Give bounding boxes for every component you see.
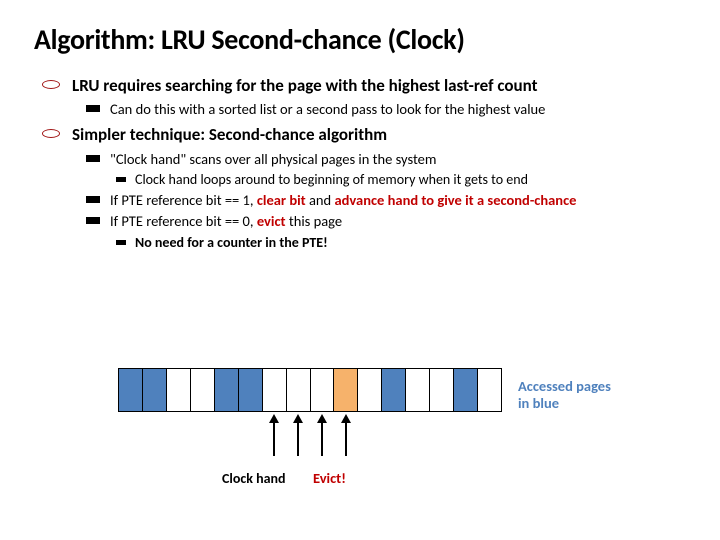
page-cell (215, 369, 239, 411)
page-cell (239, 369, 263, 411)
memory-diagram: Accessed pagesin blue Clock hand Evict! (118, 368, 618, 412)
page-cell (478, 369, 501, 411)
page-cell (263, 369, 287, 411)
square-bullet-icon (86, 105, 100, 112)
arrows-group (118, 412, 502, 472)
ring-bullet-icon (42, 80, 60, 89)
ring-bullet-icon (42, 129, 60, 138)
bullet-2-3-1-text: No need for a counter in the PTE! (135, 234, 328, 252)
square-bullet-icon (86, 196, 100, 203)
up-arrow-icon (345, 422, 347, 456)
legend-text: Accessed pagesin blue (518, 378, 611, 411)
bullet-1-1-text: Can do this with a sorted list or a seco… (110, 100, 545, 118)
bullet-2-1-text: "Clock hand" scans over all physical pag… (110, 150, 436, 168)
page-cell (358, 369, 382, 411)
bullet-2-3-text: If PTE reference bit == 0, evict this pa… (110, 212, 342, 230)
small-square-bullet-icon (116, 240, 126, 245)
square-bullet-icon (86, 217, 100, 224)
page-cells (118, 368, 502, 412)
evict-label: Evict! (313, 469, 346, 487)
bullet-1-1: Can do this with a sorted list or a seco… (86, 100, 690, 118)
bullet-2-1-1: Clock hand loops around to beginning of … (116, 171, 690, 189)
square-bullet-icon (86, 155, 100, 162)
up-arrow-icon (297, 422, 299, 456)
slide-title: Algorithm: LRU Second-chance (Clock) (0, 0, 720, 57)
bullet-2-text: Simpler technique: Second-chance algorit… (72, 124, 387, 145)
slide-body: LRU requires searching for the page with… (0, 57, 720, 251)
bullet-2-1: "Clock hand" scans over all physical pag… (86, 150, 690, 168)
page-cell (191, 369, 215, 411)
bullet-2-1-1-text: Clock hand loops around to beginning of … (135, 171, 528, 189)
bullet-2-2: If PTE reference bit == 1, clear bit and… (86, 191, 690, 209)
page-cell (119, 369, 143, 411)
bullet-2: Simpler technique: Second-chance algorit… (42, 124, 690, 251)
up-arrow-icon (273, 422, 275, 456)
page-cell (334, 369, 358, 411)
bullet-2-3: If PTE reference bit == 0, evict this pa… (86, 212, 690, 230)
bullet-1-text: LRU requires searching for the page with… (72, 75, 537, 96)
bullet-2-2-text: If PTE reference bit == 1, clear bit and… (110, 191, 576, 209)
page-cell (454, 369, 478, 411)
page-cell (430, 369, 454, 411)
bullet-2-3-1: No need for a counter in the PTE! (116, 234, 690, 252)
page-cell (167, 369, 191, 411)
small-square-bullet-icon (116, 177, 126, 182)
bullet-1: LRU requires searching for the page with… (42, 75, 690, 118)
up-arrow-icon (321, 422, 323, 456)
clock-hand-label: Clock hand (222, 470, 286, 487)
page-cell (287, 369, 311, 411)
page-cell (143, 369, 167, 411)
page-cell (311, 369, 335, 411)
page-cell (382, 369, 406, 411)
page-cell (406, 369, 430, 411)
